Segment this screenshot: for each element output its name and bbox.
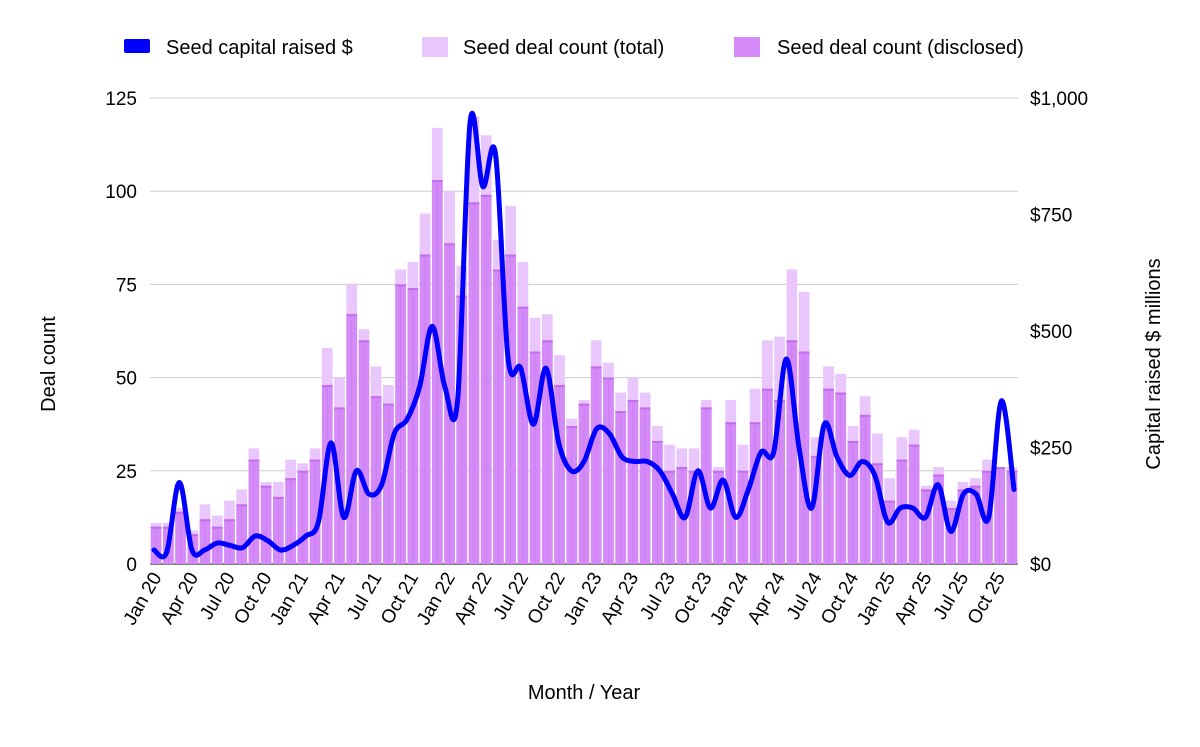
y2-tick-label: $500: [1030, 322, 1072, 343]
capital-line[interactable]: [151, 110, 1017, 560]
y-tick-label: 0: [126, 555, 137, 576]
right-axis: $0 $250 $500 $750 $1,000: [1030, 89, 1088, 576]
capital-line-series: [151, 110, 1017, 560]
legend-label-total: Seed deal count (total): [463, 37, 664, 59]
y-axis-title: Deal count: [38, 316, 60, 412]
x-tick-label: Oct 25: [964, 569, 1010, 628]
legend-label-disclosed: Seed deal count (disclosed): [777, 37, 1024, 59]
y2-axis-title: Capital raised $ millions: [1143, 258, 1165, 469]
y2-tick-label: $750: [1030, 206, 1072, 227]
legend-swatch-line-icon: [124, 39, 150, 53]
y2-tick-label: $250: [1030, 439, 1072, 460]
x-tick-label: Apr 24: [744, 569, 790, 628]
x-axis-title: Month / Year: [528, 682, 641, 704]
legend-item-capital[interactable]: Seed capital raised $: [124, 37, 353, 59]
x-tick-label: Apr 22: [450, 569, 496, 628]
x-tick-label: Apr 25: [890, 569, 936, 628]
y-tick-label: 50: [116, 369, 137, 390]
y-tick-label: 25: [116, 462, 137, 483]
x-tick-label: Apr 23: [597, 569, 643, 628]
legend: Seed capital raised $ Seed deal count (t…: [124, 37, 1024, 59]
x-tick-label: Apr 20: [157, 569, 203, 628]
bars-disclosed-series: [150, 180, 1018, 565]
y-tick-label: 125: [105, 89, 137, 110]
legend-label-capital: Seed capital raised $: [166, 37, 353, 59]
y-tick-label: 100: [105, 182, 137, 203]
y2-tick-label: $1,000: [1030, 89, 1088, 110]
left-axis: 0 25 50 75 100 125: [105, 89, 137, 576]
legend-item-disclosed[interactable]: Seed deal count (disclosed): [734, 37, 1024, 59]
x-tick-label: Apr 21: [304, 569, 350, 628]
legend-item-total[interactable]: Seed deal count (total): [422, 37, 664, 59]
y2-tick-label: $0: [1030, 555, 1051, 576]
legend-swatch-disclosed-icon: [734, 37, 760, 57]
y-tick-label: 75: [116, 275, 137, 296]
legend-swatch-total-icon: [422, 37, 448, 57]
